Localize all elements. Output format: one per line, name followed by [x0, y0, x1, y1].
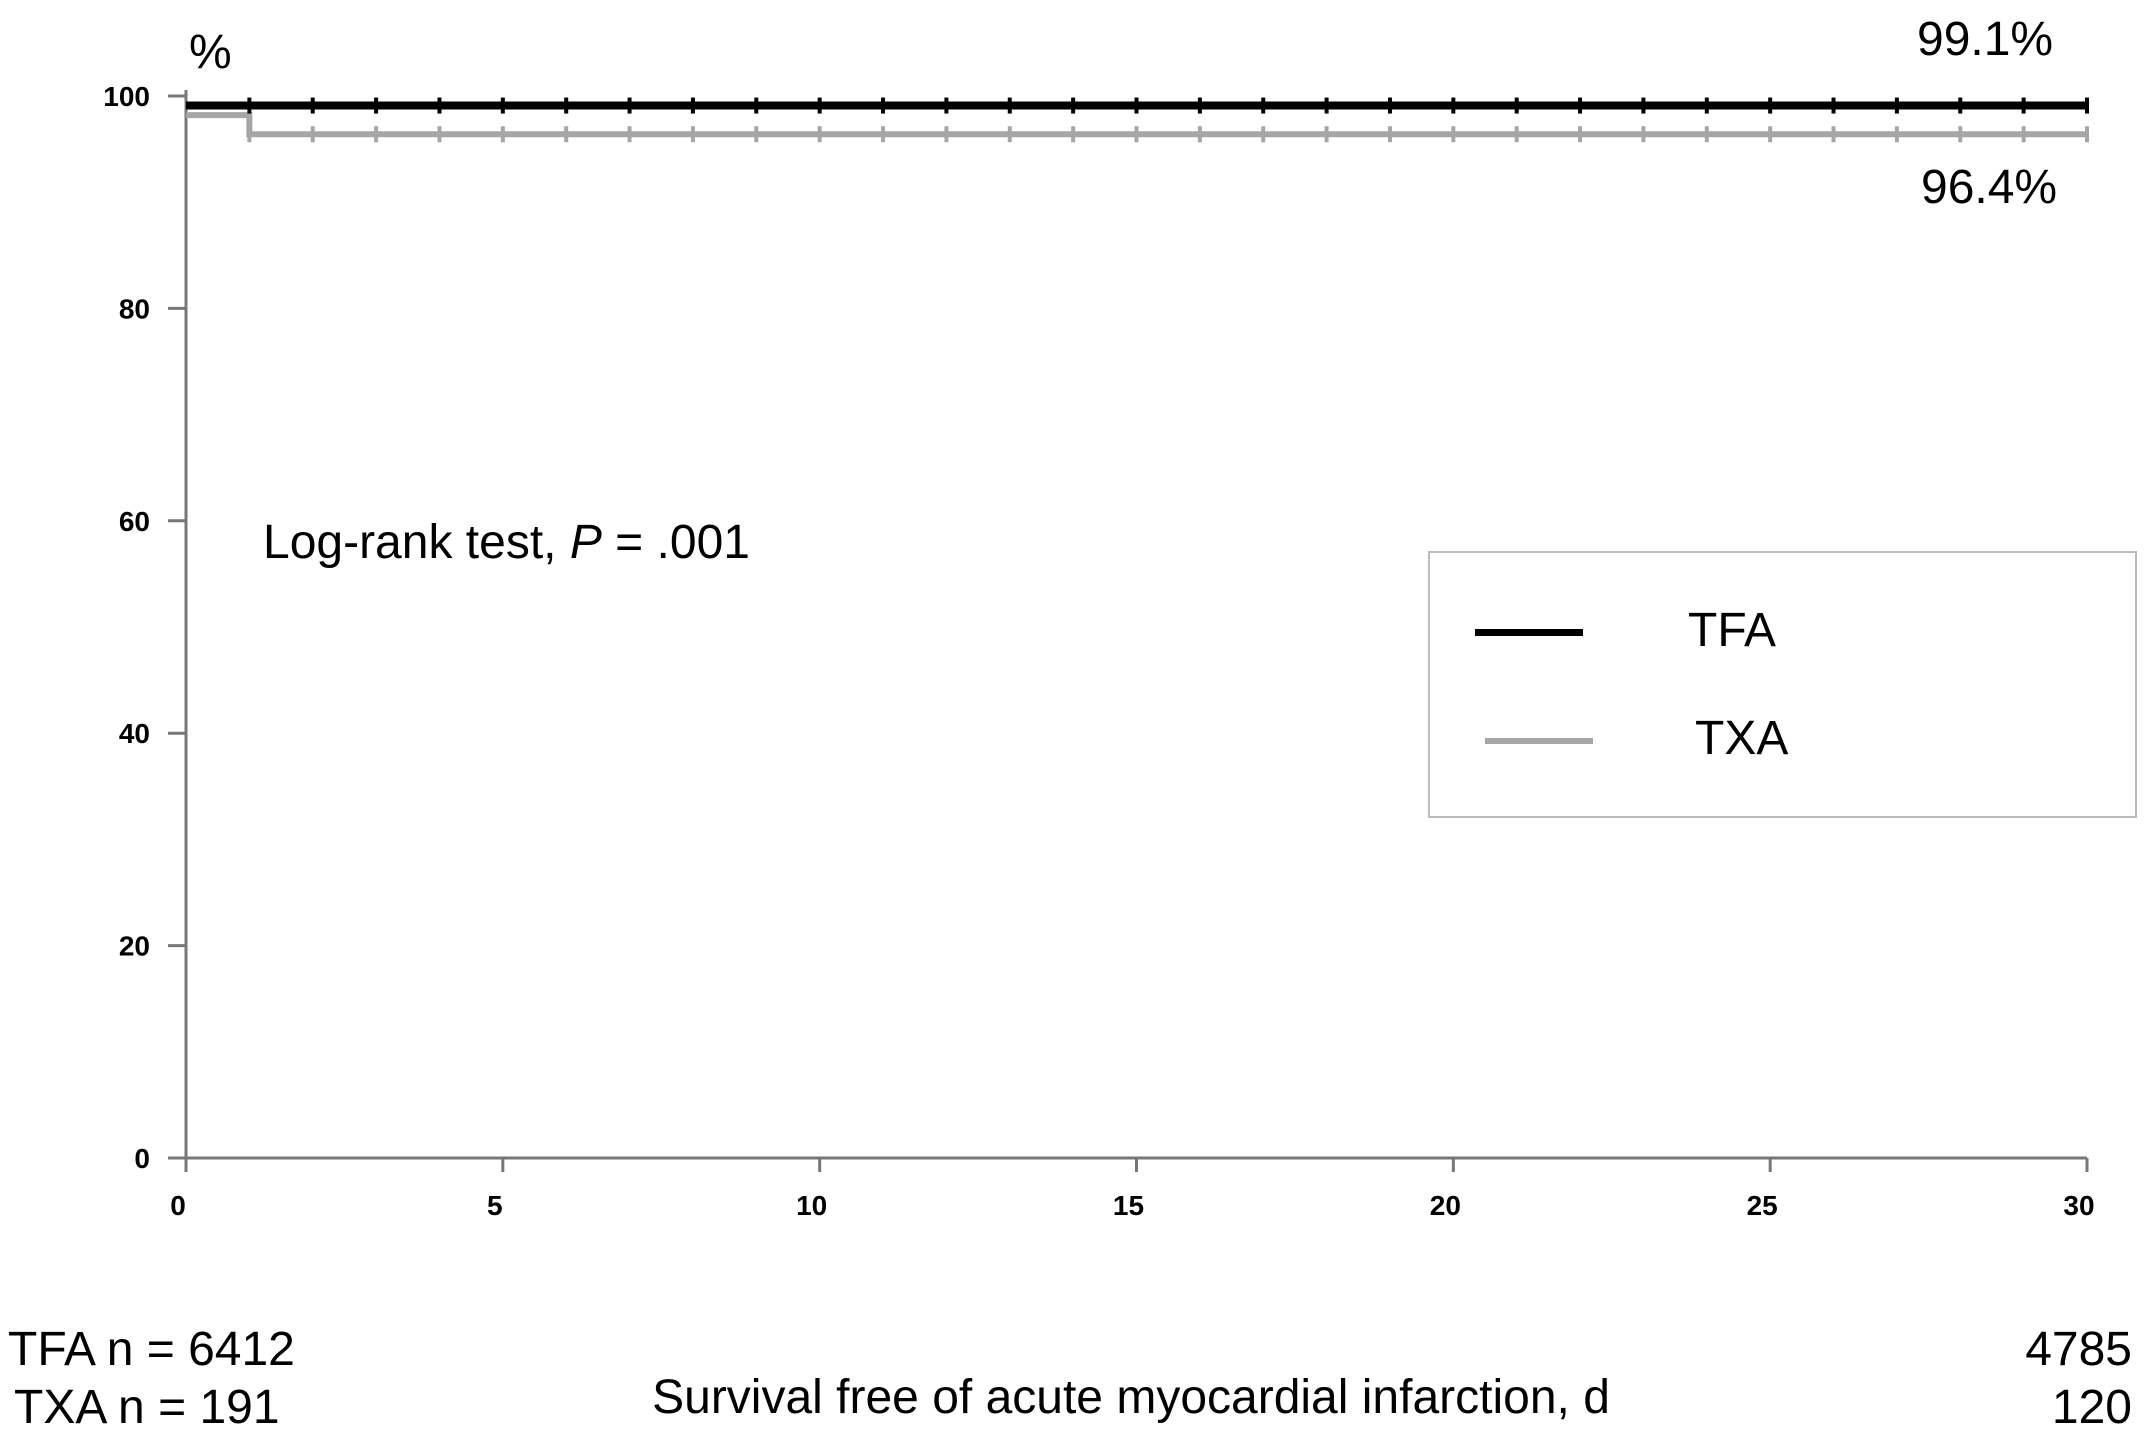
- log-rank-annotation: Log-rank test, P = .001: [263, 516, 750, 569]
- y-tick-label: 40: [119, 718, 150, 749]
- legend-label-txa: TXA: [1695, 712, 1789, 765]
- tfa-n-end: 4785: [2025, 1323, 2132, 1376]
- x-tick-label: 15: [1113, 1190, 1144, 1221]
- km-curve-txa: [186, 112, 2087, 138]
- y-tick-label: 20: [119, 931, 150, 962]
- x-tick-label: 30: [2063, 1190, 2094, 1221]
- legend-swatch-txa: [1485, 738, 1593, 744]
- tfa-end-label: 99.1%: [1917, 13, 2054, 66]
- y-tick-label: 80: [119, 293, 150, 324]
- legend-swatch-tfa: [1475, 629, 1583, 636]
- tfa-n-start: TFA n = 6412: [8, 1323, 295, 1376]
- legend: TFA TXA: [1428, 551, 2137, 818]
- x-tick-label: 5: [487, 1190, 503, 1221]
- y-tick-label: 0: [134, 1143, 150, 1174]
- txa-end-label: 96.4%: [1921, 161, 2058, 214]
- txa-n-end: 120: [2051, 1381, 2132, 1434]
- x-tick-label: 20: [1430, 1190, 1461, 1221]
- txa-n-start: TXA n = 191: [14, 1381, 280, 1434]
- x-tick-label: 0: [170, 1190, 186, 1221]
- y-tick-label: 60: [119, 506, 150, 537]
- y-axis-label: %: [189, 26, 232, 79]
- y-tick-label: 100: [103, 81, 150, 112]
- x-axis-label: Survival free of acute myocardial infarc…: [652, 1371, 1610, 1424]
- legend-label-tfa: TFA: [1688, 604, 1777, 657]
- x-tick-label: 25: [1747, 1190, 1778, 1221]
- x-tick-label: 10: [796, 1190, 827, 1221]
